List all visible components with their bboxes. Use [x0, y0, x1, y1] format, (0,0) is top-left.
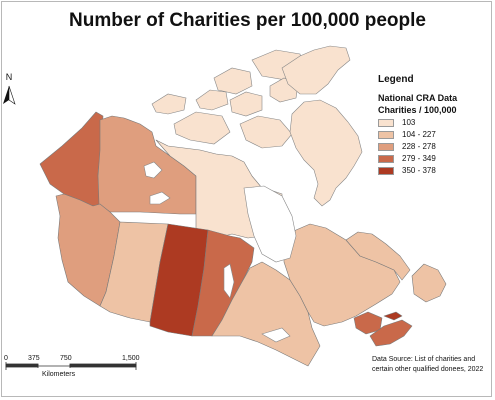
region-newfoundland [411, 263, 447, 303]
region-arctic-island [213, 67, 253, 95]
legend-swatch [378, 118, 394, 127]
region-ontario [211, 261, 321, 367]
legend-item: 350 - 378 [378, 165, 488, 176]
lake-superior [261, 327, 291, 343]
region-quebec [283, 223, 401, 327]
legend-label: 228 - 278 [402, 142, 436, 151]
scale-bar [5, 362, 137, 370]
north-arrow-icon [3, 85, 16, 105]
great-slave-lake [149, 191, 171, 205]
scale-tick-label: 0 [4, 355, 8, 362]
data-source-line: certain other qualified donees, 2022 [372, 366, 484, 373]
legend-subtitle-source: National CRA Data [378, 93, 458, 103]
region-baffin-island [289, 99, 363, 207]
hudson-bay [243, 185, 297, 263]
legend-label: 350 - 378 [402, 166, 436, 175]
legend: Legend National CRA Data Charities / 100… [378, 74, 488, 176]
legend-label: 104 - 227 [402, 130, 436, 139]
north-label: N [5, 72, 13, 82]
region-ellesmere-island [281, 45, 351, 95]
region-labrador [345, 231, 411, 281]
great-bear-lake [143, 161, 163, 179]
legend-swatch [378, 166, 394, 175]
region-yukon [39, 111, 104, 207]
region-arctic-island [151, 93, 187, 115]
legend-swatch [378, 142, 394, 151]
data-source-line: Data Source: List of charities and [372, 356, 476, 363]
region-arctic-island [173, 111, 231, 145]
scale-tick-label: 750 [60, 355, 72, 362]
legend-item: 104 - 227 [378, 129, 488, 140]
region-arctic-island [229, 91, 263, 117]
legend-label: 279 - 349 [402, 154, 436, 163]
legend-swatch [378, 154, 394, 163]
legend-item: 228 - 278 [378, 141, 488, 152]
data-source-note: Data Source: List of charities and certa… [372, 355, 490, 375]
arctic-islands [151, 45, 363, 213]
region-nova-scotia [369, 319, 413, 347]
region-arctic-island [195, 89, 229, 111]
legend-title: Legend [378, 74, 414, 85]
legend-item: 103 [378, 117, 488, 128]
region-prince-edward-island [383, 311, 403, 321]
legend-subtitle-units: Charities / 100,000 [378, 105, 457, 115]
region-arctic-island [239, 115, 293, 149]
legend-label: 103 [402, 118, 416, 127]
lake-winnipeg [223, 263, 235, 299]
legend-swatch [378, 130, 394, 139]
legend-item: 279 - 349 [378, 153, 488, 164]
map-title: Number of Charities per 100,000 people [69, 10, 426, 31]
scale-tick-label: 1,500 [122, 355, 140, 362]
scale-tick-label: 375 [28, 355, 40, 362]
scale-unit-label: Kilometers [42, 371, 76, 378]
